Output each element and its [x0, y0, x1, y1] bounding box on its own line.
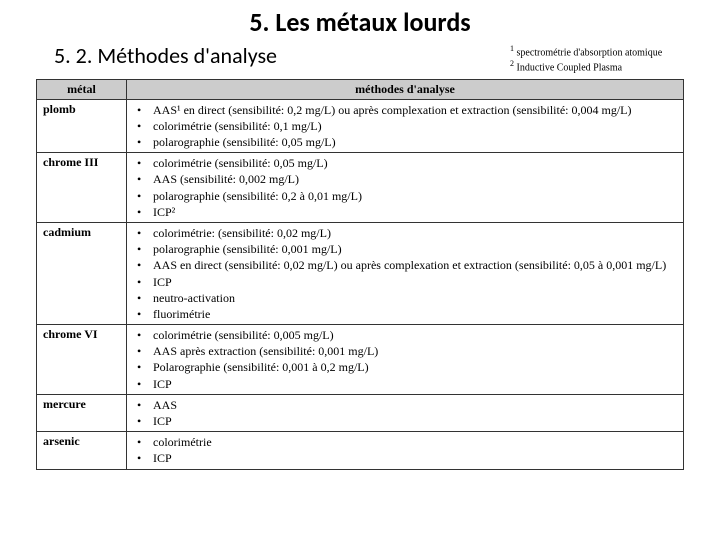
header-methods: méthodes d'analyse [127, 79, 684, 99]
methods-cell: colorimétrie: (sensibilité: 0,02 mg/L) p… [127, 222, 684, 324]
list-item: polarographie (sensibilité: 0,001 mg/L) [151, 241, 677, 257]
table-row: chrome III colorimétrie (sensibilité: 0,… [37, 153, 684, 223]
footnote-2-num: 2 [510, 59, 514, 68]
footnote-1-text: spectrométrie d'absorption atomique [517, 47, 663, 58]
metal-cell: plomb [37, 99, 127, 153]
list-item: ICP² [151, 204, 677, 220]
list-item: colorimétrie (sensibilité: 0,1 mg/L) [151, 118, 677, 134]
section-subtitle: 5. 2. Méthodes d'analyse [54, 42, 510, 69]
metal-cell: arsenic [37, 432, 127, 469]
list-item: AAS [151, 397, 677, 413]
metal-cell: cadmium [37, 222, 127, 324]
list-item: AAS en direct (sensibilité: 0,02 mg/L) o… [151, 257, 677, 273]
subtitle-row: 5. 2. Méthodes d'analyse 1 spectrométrie… [0, 42, 720, 79]
methods-cell: colorimétrie ICP [127, 432, 684, 469]
metal-cell: chrome III [37, 153, 127, 223]
list-item: AAS après extraction (sensibilité: 0,001… [151, 343, 677, 359]
list-item: ICP [151, 450, 677, 466]
footnote-1-num: 1 [510, 44, 514, 53]
list-item: colorimétrie (sensibilité: 0,005 mg/L) [151, 327, 677, 343]
list-item: Polarographie (sensibilité: 0,001 à 0,2 … [151, 359, 677, 375]
table-row: arsenic colorimétrie ICP [37, 432, 684, 469]
table-row: chrome VI colorimétrie (sensibilité: 0,0… [37, 325, 684, 395]
list-item: colorimétrie (sensibilité: 0,05 mg/L) [151, 155, 677, 171]
list-item: ICP [151, 413, 677, 429]
list-item: ICP [151, 376, 677, 392]
table-row: mercure AAS ICP [37, 394, 684, 431]
footnote-2-text: Inductive Coupled Plasma [517, 63, 623, 74]
methods-cell: colorimétrie (sensibilité: 0,005 mg/L) A… [127, 325, 684, 395]
methods-table: métal méthodes d'analyse plomb AAS¹ en d… [36, 79, 684, 470]
list-item: AAS (sensibilité: 0,002 mg/L) [151, 171, 677, 187]
metal-cell: chrome VI [37, 325, 127, 395]
footnote-2: 2 Inductive Coupled Plasma [510, 59, 702, 74]
list-item: colorimétrie [151, 434, 677, 450]
methods-cell: AAS¹ en direct (sensibilité: 0,2 mg/L) o… [127, 99, 684, 153]
list-item: AAS¹ en direct (sensibilité: 0,2 mg/L) o… [151, 102, 677, 118]
methods-cell: AAS ICP [127, 394, 684, 431]
table-header-row: métal méthodes d'analyse [37, 79, 684, 99]
header-metal: métal [37, 79, 127, 99]
list-item: colorimétrie: (sensibilité: 0,02 mg/L) [151, 225, 677, 241]
methods-cell: colorimétrie (sensibilité: 0,05 mg/L) AA… [127, 153, 684, 223]
footnotes: 1 spectrométrie d'absorption atomique 2 … [510, 42, 710, 75]
page-title: 5. Les métaux lourds [0, 0, 720, 42]
table-row: plomb AAS¹ en direct (sensibilité: 0,2 m… [37, 99, 684, 153]
list-item: fluorimétrie [151, 306, 677, 322]
table-container: métal méthodes d'analyse plomb AAS¹ en d… [0, 79, 720, 470]
list-item: polarographie (sensibilité: 0,05 mg/L) [151, 134, 677, 150]
list-item: ICP [151, 274, 677, 290]
list-item: neutro-activation [151, 290, 677, 306]
list-item: polarographie (sensibilité: 0,2 à 0,01 m… [151, 188, 677, 204]
table-row: cadmium colorimétrie: (sensibilité: 0,02… [37, 222, 684, 324]
metal-cell: mercure [37, 394, 127, 431]
footnote-1: 1 spectrométrie d'absorption atomique [510, 44, 702, 59]
